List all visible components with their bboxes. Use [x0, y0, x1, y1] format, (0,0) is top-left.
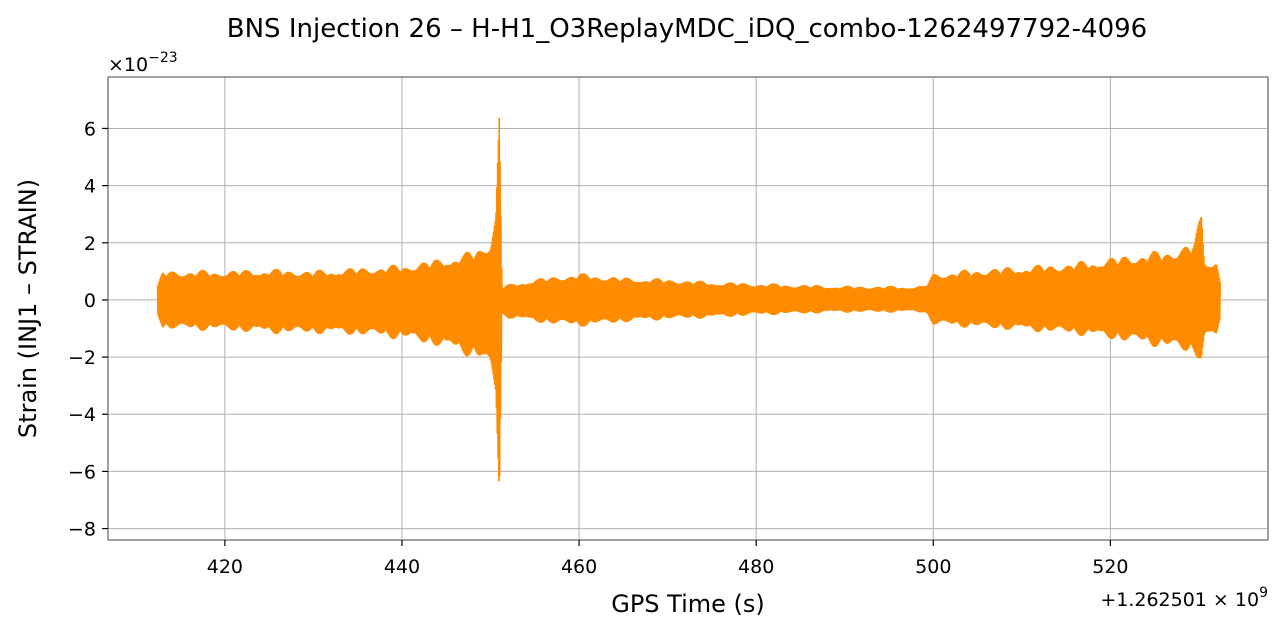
y-tick-label: 2	[84, 233, 96, 255]
y-tick-label: 0	[84, 290, 96, 312]
x-tick-label: 420	[207, 556, 243, 578]
x-axis-offset: +1.262501 × 109	[1100, 585, 1268, 611]
x-tick-label: 480	[738, 556, 774, 578]
y-tick-label: 4	[84, 176, 96, 198]
chart-title: BNS Injection 26 – H-H1_O3ReplayMDC_iDQ_…	[227, 14, 1147, 44]
y-axis-scale-factor: ×10−23	[108, 50, 178, 76]
x-axis-ticks: 420 440 460 480 500 520	[207, 540, 1129, 578]
y-scale-exponent: −23	[148, 50, 178, 66]
x-tick-label: 440	[384, 556, 420, 578]
x-axis-label: GPS Time (s)	[611, 590, 765, 618]
x-tick-label: 500	[915, 556, 951, 578]
y-axis-label: Strain (INJ1 – STRAIN)	[14, 179, 42, 438]
axes-frame	[107, 76, 1269, 541]
y-axis-ticks: −8 −6 −4 −2 0 2 4 6	[68, 118, 108, 541]
y-tick-label: −2	[68, 347, 96, 369]
strain-series-line	[156, 117, 1221, 482]
x-tick-label: 520	[1092, 556, 1128, 578]
x-offset-base: +1.262501 × 10	[1100, 589, 1259, 611]
y-scale-base: ×10	[108, 54, 148, 76]
plot-area	[156, 117, 1221, 482]
x-tick-label: 460	[561, 556, 597, 578]
x-offset-exponent: 9	[1259, 585, 1268, 601]
y-tick-label: −6	[68, 461, 96, 483]
y-tick-label: 6	[84, 118, 96, 140]
y-tick-label: −8	[68, 519, 96, 541]
y-tick-label: −4	[68, 404, 96, 426]
